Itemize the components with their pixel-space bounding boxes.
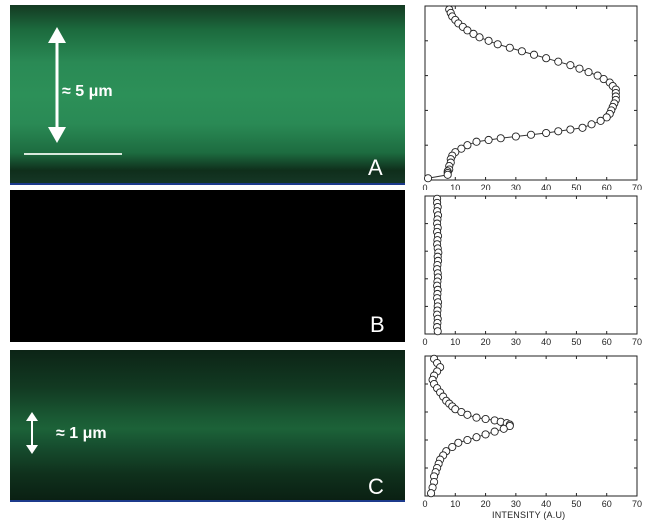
- x-tick-label: 30: [511, 499, 521, 509]
- data-point: [596, 116, 605, 125]
- data-point: [599, 75, 608, 84]
- data-point: [554, 57, 563, 66]
- scale-label-a: ≈ 5 μm: [62, 83, 113, 100]
- micrograph-panel-b: B: [10, 190, 405, 342]
- x-tick-label: 50: [571, 499, 581, 509]
- image-bottom-edge: [10, 183, 405, 185]
- scale-label-c: ≈ 1 μm: [56, 425, 107, 442]
- data-point: [448, 442, 457, 452]
- data-point: [529, 50, 539, 59]
- data-point: [469, 29, 478, 38]
- intensity-profile-a: 0 10 20 30 40 50 60 70: [422, 5, 642, 190]
- data-point: [463, 141, 472, 150]
- data-point: [602, 113, 611, 122]
- baseline-marker: [24, 153, 122, 155]
- data-point: [517, 47, 526, 56]
- x-tick-label: 70: [632, 499, 642, 509]
- x-tick-label: 0: [422, 499, 427, 509]
- data-point: [584, 68, 593, 77]
- data-point: [542, 54, 551, 63]
- x-tick-label: 40: [541, 183, 551, 190]
- data-point: [493, 40, 502, 49]
- data-point: [472, 413, 481, 422]
- data-point: [566, 125, 575, 134]
- x-tick-label: 20: [481, 183, 491, 190]
- data-point: [427, 489, 436, 498]
- data-point: [463, 435, 472, 445]
- x-tick-label: 20: [481, 337, 491, 347]
- panel-letter-c: C: [368, 474, 384, 499]
- data-point: [526, 130, 536, 139]
- data-point: [575, 64, 584, 73]
- x-tick-label: 60: [602, 499, 612, 509]
- plot-frame: [424, 5, 638, 181]
- plot-frame: [424, 355, 638, 497]
- data-point: [484, 36, 493, 45]
- data-point: [481, 414, 490, 424]
- data-point: [433, 327, 442, 336]
- data-point: [499, 424, 508, 433]
- x-tick-label: 50: [571, 183, 581, 190]
- data-point: [542, 128, 551, 138]
- x-tick-label: 70: [632, 183, 642, 190]
- x-tick-label: 70: [632, 337, 642, 347]
- data-point: [554, 127, 563, 136]
- data-point: [484, 135, 493, 145]
- x-tick-label: 20: [481, 499, 491, 509]
- scale-arrow-1um: [26, 412, 38, 454]
- data-point: [423, 174, 433, 183]
- data-point: [566, 61, 575, 70]
- data-point: [578, 123, 587, 132]
- micrograph-panel-a: ≈ 5 μm A: [10, 5, 405, 185]
- x-tick-label: 40: [541, 337, 551, 347]
- profile-line: [430, 358, 511, 494]
- intensity-profile-c: 0 10 20 30 40 50 60 70: [422, 354, 642, 509]
- x-tick-label: 10: [450, 183, 460, 190]
- panel-letter-b: B: [370, 312, 385, 337]
- x-tick-label: 60: [602, 183, 612, 190]
- data-point: [443, 170, 452, 179]
- data-point: [475, 33, 484, 42]
- plot-frame: [424, 195, 638, 335]
- data-point: [511, 132, 520, 141]
- x-tick-label: 10: [450, 499, 460, 509]
- scale-arrow-5um: [48, 27, 66, 143]
- data-point: [593, 71, 602, 80]
- data-point: [505, 43, 514, 52]
- micrograph-panel-c: ≈ 1 μm C: [10, 350, 405, 502]
- data-point: [496, 134, 505, 143]
- data-point: [457, 144, 466, 153]
- data-point: [463, 26, 472, 35]
- image-bottom-edge: [10, 500, 405, 502]
- x-tick-label: 40: [541, 499, 551, 509]
- data-point: [481, 430, 490, 439]
- intensity-profile-b: 0 10 20 30 40 50 60 70: [422, 194, 642, 347]
- data-point: [472, 433, 481, 442]
- data-point: [463, 410, 472, 419]
- data-point: [472, 137, 481, 146]
- panel-letter-a: A: [368, 155, 383, 180]
- x-tick-label: 60: [602, 337, 612, 347]
- data-point: [490, 427, 499, 436]
- x-tick-label: 50: [571, 337, 581, 347]
- data-point: [454, 438, 463, 447]
- x-tick-label: 0: [422, 337, 427, 347]
- x-tick-label: 10: [450, 337, 460, 347]
- x-tick-label: 30: [511, 183, 521, 190]
- x-tick-label: 0: [422, 183, 427, 190]
- x-tick-label: 30: [511, 337, 521, 347]
- data-point: [587, 120, 596, 129]
- x-axis-label: INTENSITY (A.U): [492, 510, 566, 520]
